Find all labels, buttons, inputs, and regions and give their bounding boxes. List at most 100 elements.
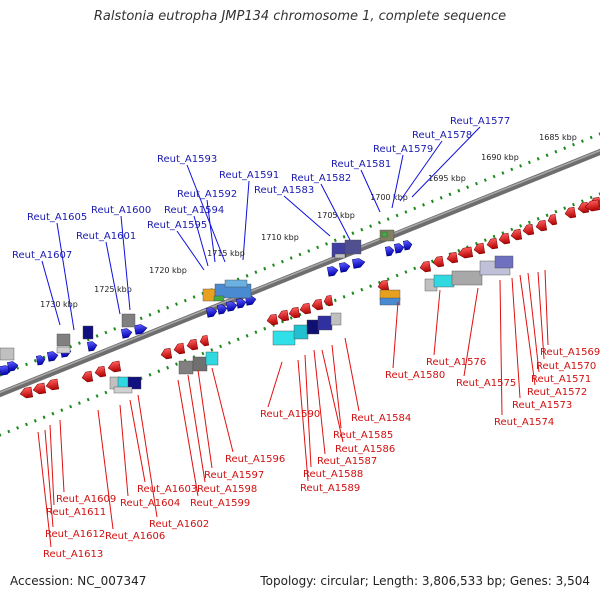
lower-tick-mark — [263, 326, 267, 331]
upper-tick-mark — [439, 196, 443, 200]
upper-tick-mark — [263, 266, 267, 271]
feature-box — [272, 330, 296, 346]
reverse-gene-label: Reut_A1611 — [46, 507, 106, 518]
lower-tick-mark — [219, 344, 223, 349]
reverse-gene-label: Reut_A1599 — [190, 498, 250, 509]
upper-tick-mark — [360, 227, 364, 232]
forward-gene-label: Reut_A1592 — [177, 189, 237, 200]
reverse-gene-label: Reut_A1612 — [45, 529, 105, 540]
reverse-gene-label: Reut_A1570 — [536, 361, 596, 372]
reverse-label-leader — [197, 369, 213, 469]
reverse-gene-arrow — [266, 313, 279, 326]
forward-gene-label: Reut_A1593 — [157, 154, 217, 165]
lower-tick-mark — [25, 422, 28, 427]
lower-tick-mark — [554, 209, 558, 214]
lower-tick-mark — [86, 397, 90, 402]
lower-tick-mark — [166, 365, 170, 370]
lower-tick-mark — [430, 259, 434, 264]
reverse-label-leader — [499, 279, 503, 416]
reverse-gene-label: Reut_A1602 — [149, 519, 209, 530]
reverse-label-leader — [344, 337, 360, 412]
reverse-gene-label: Reut_A1574 — [494, 417, 554, 428]
reverse-label-leader — [211, 367, 234, 453]
feature-box — [56, 346, 71, 354]
reverse-gene-arrow — [160, 347, 173, 360]
reverse-gene-arrow — [522, 223, 535, 236]
upper-tick-mark — [404, 210, 408, 214]
upper-tick-mark — [175, 302, 178, 306]
scale-label: 1690 kbp — [481, 153, 519, 162]
lower-tick-mark — [201, 351, 205, 356]
lower-tick-mark — [148, 373, 152, 377]
reverse-label-leader — [321, 349, 344, 443]
reverse-gene-arrow — [547, 214, 558, 226]
upper-tick-mark — [519, 164, 523, 168]
reverse-label-leader — [297, 359, 309, 482]
reverse-gene-arrow — [377, 279, 390, 292]
upper-tick-mark — [139, 316, 143, 321]
lower-tick-mark — [69, 404, 73, 409]
reverse-gene-label: Reut_A1572 — [527, 387, 587, 398]
reverse-gene-label: Reut_A1576 — [426, 357, 486, 368]
forward-gene-label: Reut_A1582 — [291, 173, 351, 184]
lower-tick-mark — [245, 334, 249, 338]
forward-gene-arrow — [86, 341, 98, 352]
upper-tick-mark — [342, 235, 346, 239]
lower-tick-mark — [483, 238, 487, 242]
upper-tick-mark — [298, 252, 302, 257]
upper-tick-mark — [377, 220, 381, 225]
reverse-gene-arrow — [173, 342, 186, 355]
reverse-label-leader — [463, 287, 479, 377]
scale-label: 1705 kbp — [317, 211, 355, 220]
forward-gene-label: Reut_A1600 — [91, 205, 151, 216]
reverse-label-leader — [59, 419, 65, 493]
forward-label-leader — [56, 222, 75, 331]
reverse-gene-arrow — [473, 242, 486, 255]
reverse-gene-arrow — [94, 365, 107, 378]
upper-tick-mark — [272, 263, 275, 267]
reverse-gene-arrow — [510, 228, 523, 241]
feature-box — [381, 231, 388, 238]
reverse-gene-arrow — [419, 260, 432, 273]
upper-tick-mark — [325, 242, 328, 246]
forward-gene-label: Reut_A1591 — [219, 170, 279, 181]
feature-box — [433, 274, 455, 288]
reverse-label-leader — [97, 409, 114, 530]
upper-tick-mark — [422, 203, 425, 207]
forward-gene-arrow — [339, 262, 351, 273]
lower-tick-mark — [492, 234, 496, 239]
forward-gene-label: Reut_A1594 — [164, 205, 224, 216]
lower-tick-mark — [7, 429, 11, 434]
upper-tick-mark — [395, 213, 399, 218]
reverse-gene-arrow — [535, 219, 548, 232]
forward-gene-label: Reut_A1595 — [147, 220, 207, 231]
lower-tick-mark — [289, 316, 293, 320]
feature-box — [317, 315, 333, 331]
forward-gene-arrow — [121, 328, 133, 339]
reverse-gene-arrow — [277, 309, 290, 322]
forward-gene-arrow — [352, 258, 366, 269]
lower-tick-mark — [175, 362, 178, 366]
forward-gene-arrow — [384, 246, 395, 257]
lower-tick-mark — [16, 426, 20, 430]
forward-gene-arrow — [402, 240, 413, 251]
lower-tick-mark — [527, 220, 531, 225]
reverse-gene-arrow — [45, 378, 60, 391]
forward-gene-label: Reut_A1577 — [450, 116, 510, 127]
reverse-label-leader — [119, 404, 129, 497]
upper-tick-mark — [316, 245, 320, 250]
reverse-label-leader — [44, 429, 54, 528]
upper-tick-mark — [245, 274, 249, 278]
forward-gene-arrow — [235, 298, 247, 309]
reverse-label-leader — [313, 349, 326, 455]
forward-gene-label: Reut_A1579 — [373, 144, 433, 155]
upper-tick-mark — [589, 135, 593, 140]
reverse-gene-label: Reut_A1585 — [333, 430, 393, 441]
feature-box — [56, 333, 71, 347]
reverse-gene-label: Reut_A1571 — [531, 374, 591, 385]
reverse-gene-arrow — [577, 201, 590, 214]
lower-tick-mark — [60, 408, 64, 412]
reverse-gene-label: Reut_A1596 — [225, 454, 285, 465]
feature-box — [213, 295, 225, 302]
